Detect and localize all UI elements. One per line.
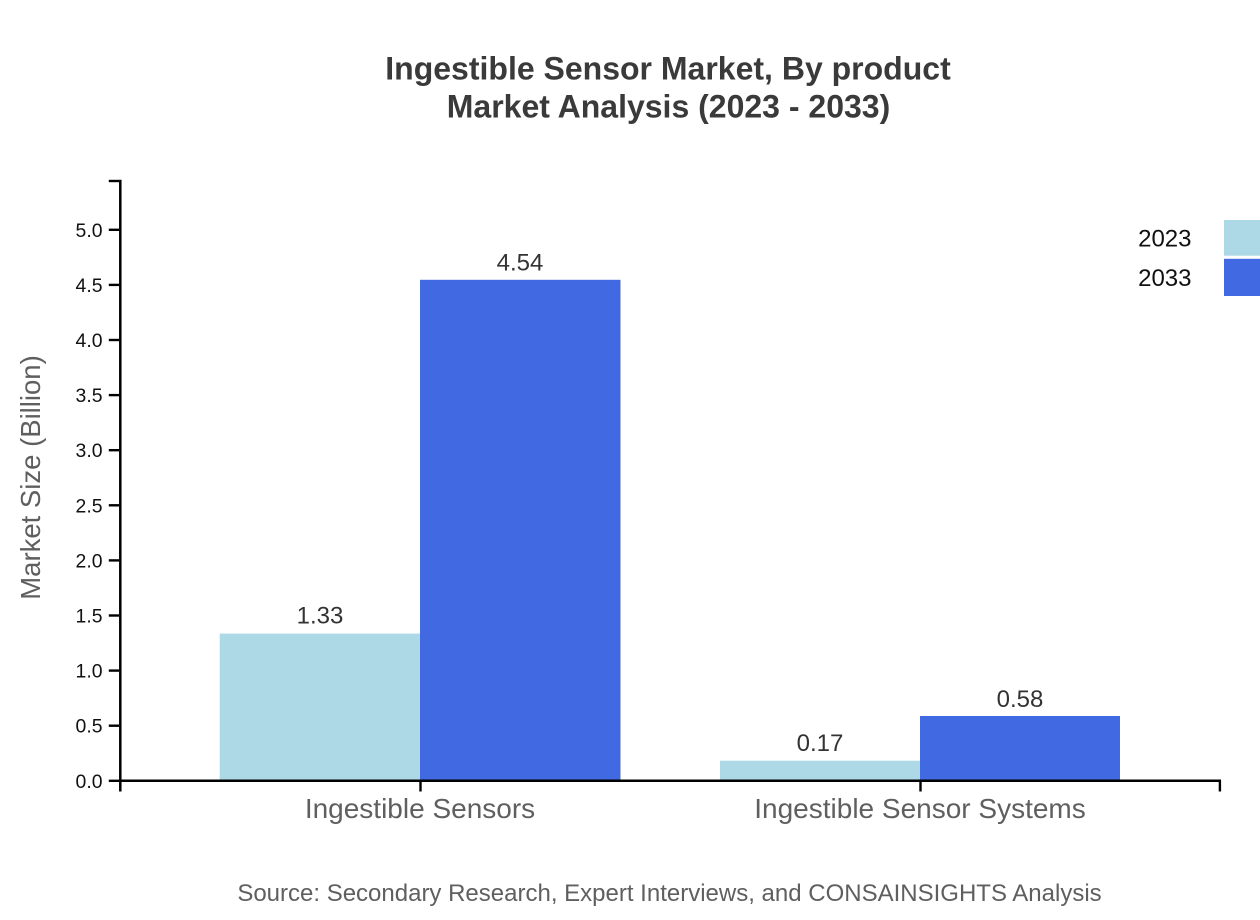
svg-text:4.5: 4.5 <box>76 275 103 297</box>
svg-text:1.0: 1.0 <box>76 661 103 683</box>
svg-text:0.17: 0.17 <box>797 730 844 757</box>
svg-text:Source: Secondary Research, Ex: Source: Secondary Research, Expert Inter… <box>237 880 1101 907</box>
svg-text:Ingestible Sensor Market, By p: Ingestible Sensor Market, By product <box>385 50 951 86</box>
svg-text:3.0: 3.0 <box>76 440 103 462</box>
svg-text:2023: 2023 <box>1138 226 1191 253</box>
svg-text:4.0: 4.0 <box>76 330 103 352</box>
svg-text:Market Analysis (2023 - 2033): Market Analysis (2023 - 2033) <box>447 88 891 124</box>
svg-text:5.0: 5.0 <box>76 220 103 242</box>
svg-text:Ingestible Sensors: Ingestible Sensors <box>305 793 535 824</box>
svg-text:2.0: 2.0 <box>76 550 103 572</box>
svg-text:2033: 2033 <box>1138 265 1191 292</box>
svg-text:3.5: 3.5 <box>76 385 103 407</box>
svg-text:1.33: 1.33 <box>297 603 344 630</box>
svg-text:1.5: 1.5 <box>76 606 103 628</box>
svg-text:0.0: 0.0 <box>76 771 103 793</box>
svg-text:0.58: 0.58 <box>997 686 1044 713</box>
svg-text:2.5: 2.5 <box>76 495 103 517</box>
svg-text:4.54: 4.54 <box>497 249 544 276</box>
svg-text:Ingestible Sensor Systems: Ingestible Sensor Systems <box>754 793 1086 824</box>
svg-text:Market Size (Billion): Market Size (Billion) <box>15 355 46 600</box>
svg-text:0.5: 0.5 <box>76 716 103 738</box>
